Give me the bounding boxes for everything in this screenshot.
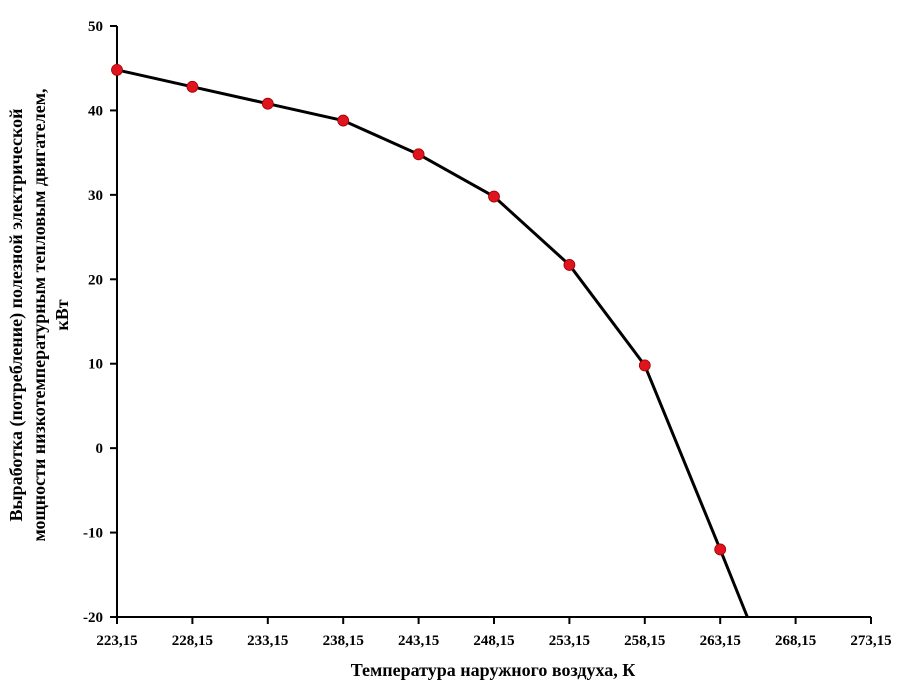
ticks: 50 40 30 20 10 0 -10 -20 223,15 228,15 233,15 238,1… [83, 19, 892, 649]
y-tick-label: 50 [88, 19, 103, 35]
series-line [116, 68, 749, 618]
x-tick-label: 273,15 [850, 633, 891, 649]
x-tick-label: 223,15 [96, 633, 137, 649]
x-tick-label: 238,15 [323, 633, 364, 649]
data-point [337, 114, 350, 127]
x-tick-label: 243,15 [398, 633, 439, 649]
x-tick-label: 233,15 [247, 633, 288, 649]
x-axis-title: Температура наружного воздуха, К [351, 660, 636, 680]
data-point [638, 359, 651, 372]
x-tick-label: 268,15 [775, 633, 816, 649]
y-tick-label: 10 [88, 357, 103, 373]
y-tick-label: 0 [96, 441, 104, 457]
data-point [714, 543, 727, 556]
y-tick-label: 40 [88, 103, 103, 119]
y-tick-label: 20 [88, 272, 103, 288]
x-tick-label: 263,15 [700, 633, 741, 649]
data-point [111, 64, 123, 76]
data-point [186, 80, 199, 93]
y-axis-title: Выработка (потребление) полезной электри… [6, 89, 72, 542]
y-axis-title-line-2: мощности низкотемпературным тепловым дви… [29, 89, 49, 542]
axes [116, 26, 871, 618]
x-tick-label: 253,15 [549, 633, 590, 649]
y-axis-title-line-1: Выработка (потребление) полезной электри… [6, 109, 27, 522]
x-tick-label: 228,15 [172, 633, 213, 649]
data-point [261, 97, 274, 110]
data-point [563, 259, 576, 271]
x-tick-label: 248,15 [473, 633, 514, 649]
data-point [412, 148, 425, 161]
y-tick-label: 30 [88, 188, 103, 204]
y-tick-label: -10 [83, 526, 103, 542]
data-point [488, 190, 500, 203]
y-tick-label: -20 [83, 610, 103, 626]
y-axis-title-line-3: кВт [52, 299, 72, 330]
x-tick-label: 258,15 [624, 633, 665, 649]
series-layer [111, 64, 749, 618]
